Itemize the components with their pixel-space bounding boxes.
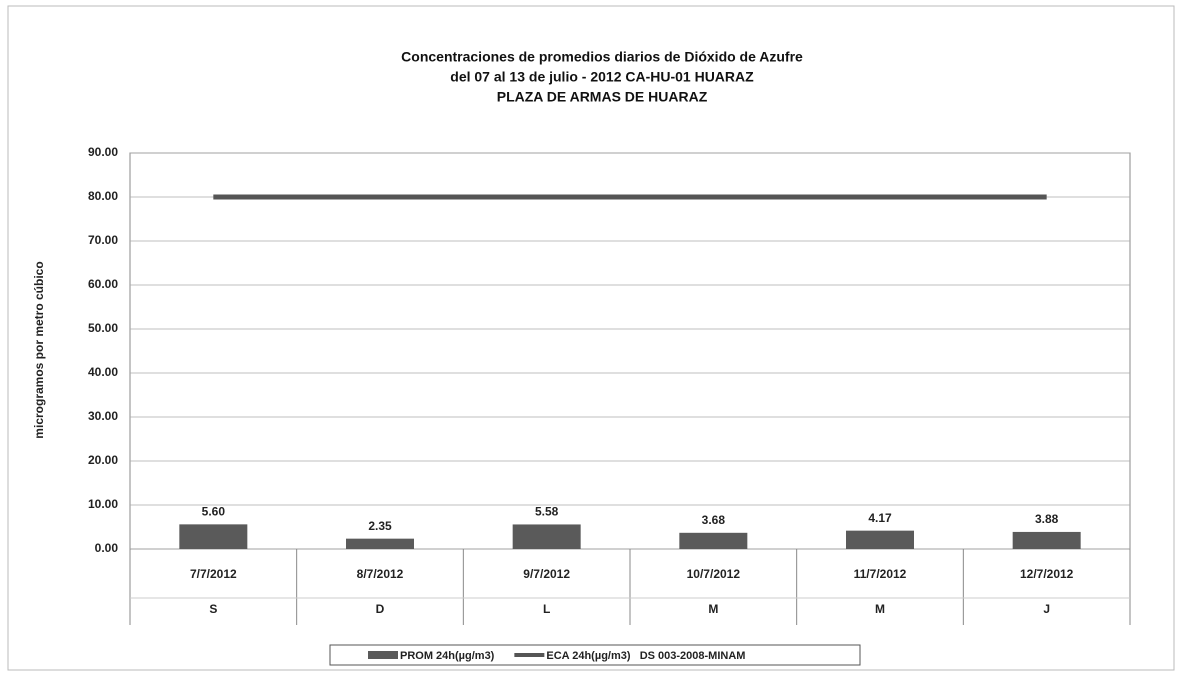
y-tick-label: 80.00 <box>88 189 118 203</box>
legend-swatch <box>368 651 398 659</box>
x-tick-label: 7/7/2012 <box>190 567 237 581</box>
y-tick-label: 30.00 <box>88 409 118 423</box>
x-tick-label: 12/7/2012 <box>1020 567 1074 581</box>
x-tick-sublabel: M <box>708 602 718 616</box>
x-tick-label: 11/7/2012 <box>854 567 907 581</box>
x-tick-label: 10/7/2012 <box>687 567 741 581</box>
bar <box>179 524 248 549</box>
x-tick-label: 8/7/2012 <box>357 567 404 581</box>
value-label: 2.35 <box>368 519 392 533</box>
y-tick-label: 60.00 <box>88 277 118 291</box>
value-label: 3.88 <box>1035 512 1059 526</box>
bar <box>679 532 748 549</box>
legend-label: ECA 24h(µg/m3) DS 003-2008-MINAM <box>546 650 745 662</box>
plot-border <box>129 152 1131 550</box>
y-tick-label: 40.00 <box>88 365 118 379</box>
bar <box>512 524 581 549</box>
chart-title: del 07 al 13 de julio - 2012 CA-HU-01 HU… <box>450 69 754 85</box>
bar <box>846 530 914 549</box>
y-tick-label: 90.00 <box>88 145 118 159</box>
value-label: 5.58 <box>535 505 559 519</box>
value-label: 5.60 <box>202 505 226 519</box>
y-tick-label: 20.00 <box>88 453 118 467</box>
y-tick-label: 10.00 <box>88 497 118 511</box>
x-tick-sublabel: S <box>209 602 217 616</box>
x-tick-sublabel: J <box>1043 602 1050 616</box>
x-tick-sublabel: D <box>376 602 385 616</box>
x-tick-label: 9/7/2012 <box>523 567 570 581</box>
x-tick-sublabel: L <box>543 602 550 616</box>
chart-title: Concentraciones de promedios diarios de … <box>401 49 803 65</box>
legend-box <box>329 644 861 666</box>
value-label: 4.17 <box>868 511 892 525</box>
y-tick-label: 50.00 <box>88 321 118 335</box>
frame <box>7 5 1175 671</box>
chart-title: PLAZA DE ARMAS DE HUARAZ <box>497 89 708 105</box>
y-tick-label: 0.00 <box>95 541 119 555</box>
legend-label: PROM 24h(µg/m3) <box>400 650 495 662</box>
y-tick-label: 70.00 <box>88 233 118 247</box>
bar <box>346 538 414 549</box>
bar <box>1012 531 1081 549</box>
value-label: 3.68 <box>702 513 726 527</box>
y-axis-label: microgramos por metro cúbico <box>32 261 46 438</box>
x-tick-sublabel: M <box>875 602 885 616</box>
